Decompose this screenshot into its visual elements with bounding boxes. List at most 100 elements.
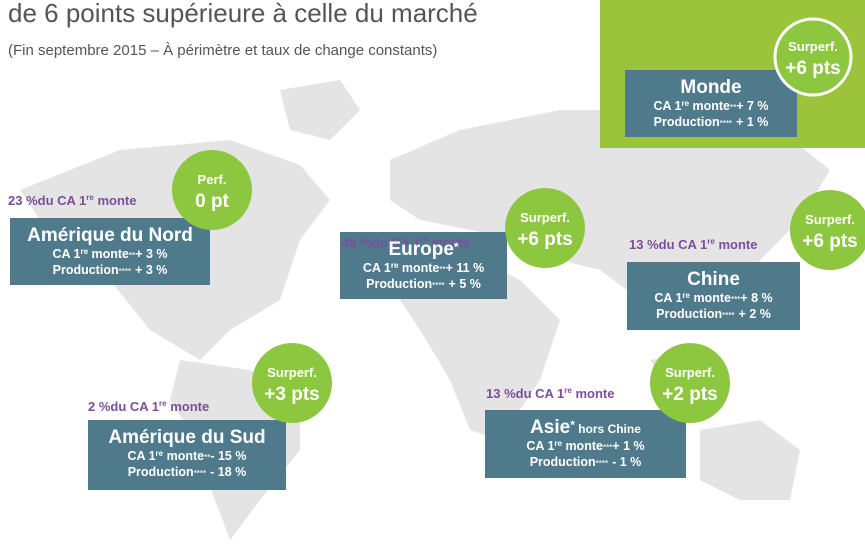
note-mark: ****	[194, 469, 207, 478]
superscript: re	[156, 449, 164, 458]
bubble	[252, 343, 332, 423]
note-mark: ****	[722, 311, 735, 320]
production-value: + 3 %	[135, 263, 167, 277]
share-text: monte	[94, 193, 137, 208]
superscript: re	[681, 99, 689, 108]
ca-label: CA 1	[526, 439, 554, 453]
ca-value: - 15 %	[210, 449, 246, 463]
superscript: re	[86, 193, 94, 202]
production-line: Production**** - 18 %	[128, 465, 247, 479]
share-text: du CA 1	[110, 399, 159, 414]
subtitle: (Fin septembre 2015 – À périmètre et tau…	[8, 42, 437, 59]
region-name: Amérique du Sud	[108, 427, 265, 448]
share-label: 49 %du CA 1re monte	[342, 235, 470, 250]
region-name: Amérique du Nord	[27, 225, 193, 246]
superscript: re	[682, 291, 690, 300]
name: Amérique du Sud	[108, 427, 265, 448]
share-text: monte	[167, 399, 210, 414]
bubble-label: Surperf.	[805, 212, 855, 227]
production-value: - 18 %	[210, 465, 246, 479]
ca-value: + 11 %	[446, 261, 485, 275]
share-text: du CA 1	[38, 193, 87, 208]
note-mark: *	[570, 418, 575, 432]
superscript: re	[420, 235, 428, 244]
note-mark: *	[454, 240, 459, 254]
bubble-value: +6 pts	[802, 231, 857, 252]
superscript: re	[391, 261, 399, 270]
region-name: Asie* hors Chine	[530, 417, 641, 438]
share-text: monte	[572, 386, 615, 401]
superscript: re	[564, 386, 572, 395]
name: Amérique du Nord	[27, 225, 193, 246]
production-label: Production	[53, 263, 119, 277]
share-label: 2 %du CA 1re monte	[88, 399, 209, 414]
bubble	[790, 190, 865, 270]
region-name: Europe*	[388, 239, 458, 260]
production-label: Production	[530, 455, 596, 469]
region-box	[10, 218, 210, 285]
production-value: + 2 %	[739, 307, 771, 321]
ca-label: monte	[163, 449, 204, 463]
note-mark: **	[439, 265, 446, 274]
ca-value: + 1 %	[612, 439, 644, 453]
bubble-value: 0 pt	[195, 191, 229, 212]
ca-label: CA 1	[128, 449, 156, 463]
share-value: 13 %	[629, 237, 659, 252]
share-label: 13 %du CA 1re monte	[629, 237, 757, 252]
share-text: du CA 1	[516, 386, 565, 401]
production-line: Production**** + 2 %	[656, 307, 771, 321]
share-label: 23 %du CA 1re monte	[8, 193, 136, 208]
bubble-label: Surperf.	[267, 365, 317, 380]
superscript: re	[554, 439, 562, 448]
ca-value: + 3 %	[135, 247, 167, 261]
region-box	[485, 410, 686, 478]
region-box	[627, 262, 800, 330]
ca-line: CA 1re monte***+ 8 %	[654, 291, 772, 305]
bubble	[505, 188, 585, 268]
note-mark: ****	[596, 459, 609, 468]
share-label: 13 %du CA 1re monte	[486, 386, 614, 401]
bubble-label: Surperf.	[520, 210, 570, 225]
production-label: Production	[656, 307, 722, 321]
superscript: re	[80, 247, 88, 256]
share-value: 23 %	[8, 193, 38, 208]
production-line: Production**** - 1 %	[530, 455, 642, 469]
bubble-label: Surperf.	[665, 365, 715, 380]
note-mark: **	[204, 453, 211, 462]
name: Chine	[687, 269, 740, 290]
production-label: Production	[366, 277, 432, 291]
bubble-value: +3 pts	[264, 384, 319, 405]
region-name: Chine	[687, 269, 740, 290]
ca-line: CA 1re monte***+ 1 %	[526, 439, 644, 453]
region-box	[88, 420, 286, 490]
ca-label: CA 1	[654, 291, 682, 305]
ca-line: CA 1re monte**- 15 %	[128, 449, 247, 463]
ca-line: CA 1re monte**+ 3 %	[52, 247, 167, 261]
share-text: du CA 1	[372, 235, 421, 250]
share-text: du CA 1	[659, 237, 708, 252]
name: Monde	[680, 77, 741, 98]
ca-line: CA 1re monte**+ 7 %	[653, 99, 768, 113]
ca-label: monte	[398, 261, 439, 275]
note-mark: **	[730, 103, 737, 112]
ca-label: monte	[689, 99, 730, 113]
name: Asie	[530, 417, 570, 438]
note-mark: ***	[731, 295, 741, 304]
superscript: re	[707, 237, 715, 246]
production-value: + 1 %	[736, 115, 768, 129]
superscript: re	[159, 399, 167, 408]
title: de 6 points supérieure à celle du marché	[8, 0, 478, 28]
bubble-value: +6 pts	[785, 58, 840, 79]
share-text: monte	[428, 235, 471, 250]
ca-label: CA 1	[653, 99, 681, 113]
bubble-label: Perf.	[198, 172, 227, 187]
region-box	[625, 70, 797, 137]
production-line: Production**** + 5 %	[366, 277, 481, 291]
note-mark: ****	[720, 119, 733, 128]
bubble-value: +6 pts	[517, 229, 572, 250]
bubble	[773, 17, 853, 97]
note-mark: ***	[603, 443, 613, 452]
note-mark: **	[129, 251, 136, 260]
ca-label: CA 1	[52, 247, 80, 261]
